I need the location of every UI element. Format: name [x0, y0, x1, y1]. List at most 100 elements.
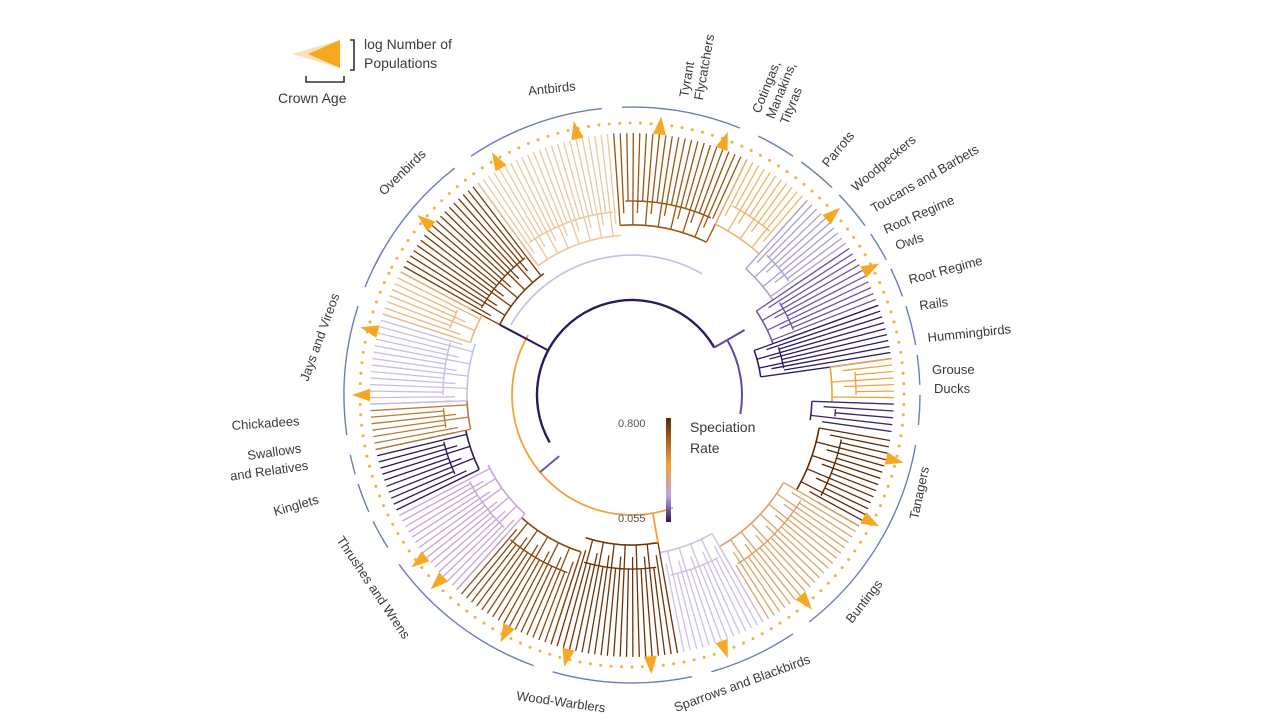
- population-dot: [599, 664, 602, 667]
- legend-triangle-icon: [308, 40, 340, 68]
- clade-ring-segment: [344, 306, 358, 435]
- population-dot: [895, 331, 898, 334]
- clade-arc: [500, 274, 544, 325]
- tip-branch: [493, 545, 538, 617]
- population-dot: [426, 214, 429, 217]
- population-dot: [859, 541, 862, 544]
- population-dot: [840, 219, 843, 222]
- population-triangle: [860, 264, 879, 278]
- population-dot: [490, 161, 493, 164]
- population-dot: [482, 622, 485, 625]
- population-dot: [362, 351, 365, 354]
- population-dot: [672, 662, 675, 665]
- backbone-arc: [512, 335, 673, 515]
- tip-branch: [644, 557, 652, 657]
- population-dot: [390, 266, 393, 269]
- subclade-arc: [779, 347, 784, 368]
- clade-label-cotingas: Cotingas,Manakins,Tityras: [749, 55, 813, 127]
- clade-label-root-regime-2: Root Regime: [907, 253, 984, 287]
- tip-branch: [763, 188, 792, 226]
- clade-arc: [467, 401, 471, 430]
- tip-branch: [398, 278, 480, 319]
- tip-branch: [837, 458, 883, 472]
- population-dot: [902, 403, 905, 406]
- population-dot: [472, 172, 475, 175]
- population-dot: [810, 190, 813, 193]
- tip-branch: [370, 385, 467, 389]
- population-dot: [732, 646, 735, 649]
- clade-arc: [620, 225, 706, 242]
- population-dot: [364, 341, 367, 344]
- population-dot: [899, 434, 902, 437]
- tip-branch: [856, 391, 894, 392]
- population-dot: [896, 455, 899, 458]
- clade-ring-segment: [918, 395, 920, 425]
- tip-branch: [371, 378, 456, 384]
- clade-label-antbirds: Antbirds: [527, 78, 576, 98]
- tip-branch: [751, 184, 786, 233]
- clade-ring-segment: [471, 109, 602, 157]
- population-dot: [893, 320, 896, 323]
- population-dot: [786, 170, 789, 173]
- population-dot: [819, 589, 822, 592]
- population-dot: [670, 124, 673, 127]
- population-dot: [650, 122, 653, 125]
- tip-branch: [715, 160, 747, 225]
- clade-arc: [488, 465, 525, 514]
- clade-arc: [754, 351, 761, 377]
- tip-branch: [633, 133, 634, 225]
- population-dot: [395, 257, 398, 260]
- clade-label-grouse: Grouse: [932, 362, 975, 377]
- population-dot: [481, 166, 484, 169]
- population-dot: [826, 204, 829, 207]
- clade-label-thrushes: Thrushes and Wrens: [334, 533, 414, 642]
- population-dot: [448, 192, 451, 195]
- clade-ring-segment: [839, 195, 865, 226]
- tip-branch: [799, 503, 852, 537]
- tip-branch: [781, 259, 856, 305]
- tip-branch: [775, 515, 832, 563]
- population-triangle: [716, 639, 728, 658]
- population-dot: [903, 393, 906, 396]
- clade-ring-segment: [553, 672, 692, 683]
- population-dot: [631, 666, 634, 669]
- population-dot: [360, 424, 363, 427]
- clade-ring-segment: [871, 234, 887, 260]
- clade-ring-segment: [350, 455, 355, 475]
- population-triangle: [716, 132, 728, 151]
- population-dot: [761, 632, 764, 635]
- population-dot: [597, 124, 600, 127]
- population-dot: [901, 361, 904, 364]
- population-dot: [408, 550, 411, 553]
- population-dot: [420, 566, 423, 569]
- clade-arc: [586, 538, 658, 545]
- clade-ring-segment: [622, 107, 740, 128]
- population-dot: [750, 149, 753, 152]
- population-dot: [457, 603, 460, 606]
- population-dot: [372, 310, 375, 313]
- population-dot: [517, 146, 520, 149]
- tip-branch: [384, 458, 448, 480]
- population-dot: [865, 532, 868, 535]
- subclade-arc: [855, 372, 856, 395]
- tip-branch: [636, 545, 639, 657]
- population-dot: [608, 123, 611, 126]
- clade-ring-segment: [917, 355, 920, 385]
- clade-label-chickadees: Chickadees: [231, 413, 300, 433]
- population-dot: [440, 199, 443, 202]
- population-dot: [751, 637, 754, 640]
- clade-label-tyrant-flycatchers: TyrantFlycatchers: [676, 30, 717, 101]
- population-dot: [510, 637, 513, 640]
- clade-label-hummingbirds: Hummingbirds: [927, 321, 1012, 345]
- population-dot: [759, 154, 762, 157]
- clade-label-jays: Jays and Vireos: [297, 291, 343, 383]
- population-dot: [537, 138, 540, 141]
- speciation-rate-title-1: Speciation: [690, 419, 755, 435]
- population-dot: [386, 514, 389, 517]
- speciation-rate-scale: 0.800 0.055 Speciation Rate: [618, 418, 755, 525]
- population-dot: [359, 413, 362, 416]
- population-dot: [396, 532, 399, 535]
- population-dot: [886, 301, 889, 304]
- tip-branch: [830, 435, 889, 447]
